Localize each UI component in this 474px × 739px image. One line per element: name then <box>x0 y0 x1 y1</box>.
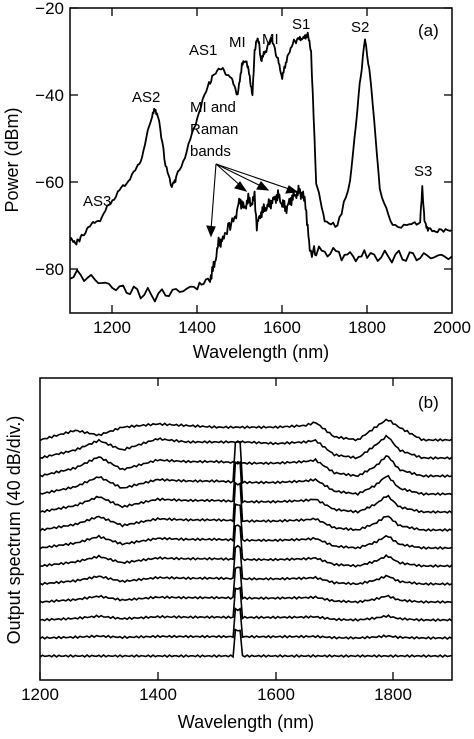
panel-a-xlabel: Wavelength (nm) <box>193 342 329 362</box>
annotation-arrows <box>206 163 299 238</box>
panel-b-xtick-1800: 1800 <box>374 685 412 704</box>
annotation-as1: AS1 <box>189 42 217 59</box>
panel-b-spectrum-11 <box>39 586 453 623</box>
panel-b-frame <box>39 377 453 681</box>
panel-b-spectrum-8 <box>39 524 453 568</box>
panel-b-spectrum-12 <box>39 607 453 641</box>
panel-a-series-upper <box>69 31 453 246</box>
panel-a-ytick-neg80: −80 <box>35 260 64 279</box>
panel-a-label: (a) <box>418 21 439 40</box>
annotation-as3: AS3 <box>83 193 111 210</box>
panel-a: 1200 1400 1600 1800 2000 −80 −60 −40 −20… <box>2 0 471 362</box>
panel-b-spectrum-2 <box>39 434 453 461</box>
panel-a-xtick-1600: 1600 <box>263 318 301 337</box>
panel-b-xtick-1600: 1600 <box>257 685 295 704</box>
panel-a-xtick-1800: 1800 <box>348 318 386 337</box>
panel-a-series-lower <box>69 184 453 303</box>
panel-a-ytick-neg20: −20 <box>35 0 64 18</box>
panel-b-spectrum-7 <box>39 503 453 550</box>
annotation-s3: S3 <box>414 163 432 180</box>
panel-b-series-group <box>39 418 453 659</box>
panel-a-ticks <box>70 7 452 313</box>
panel-b-spectrum-13 <box>39 628 453 659</box>
panel-a-xtick-1200: 1200 <box>93 318 131 337</box>
annotation-as2: AS2 <box>132 89 160 106</box>
panel-b-ticks <box>39 378 394 680</box>
panel-a-ytick-neg40: −40 <box>35 86 64 105</box>
panel-a-ytick-neg60: −60 <box>35 173 64 192</box>
annotation-s1: S1 <box>292 16 310 33</box>
panel-a-frame <box>69 7 453 314</box>
annotation-mi-2: MI <box>262 31 279 48</box>
annotation-mi-raman-line3: bands <box>190 143 231 160</box>
annotation-mi-1: MI <box>229 34 246 51</box>
panel-b-ylabel: Output spectrum (40 dB/div.) <box>4 416 24 645</box>
panel-b-spectrum-3 <box>39 454 453 479</box>
panel-b-spectrum-10 <box>39 566 453 604</box>
panel-b-spectrum-4 <box>39 440 453 497</box>
annotation-mi-raman-line2: Raman <box>190 121 238 138</box>
panel-b-xtick-1400: 1400 <box>139 685 177 704</box>
panel-b-xtick-1200: 1200 <box>21 685 59 704</box>
panel-b-xlabel: Wavelength (nm) <box>178 712 314 732</box>
panel-b-spectrum-9 <box>39 544 453 586</box>
panel-a-xtick-1400: 1400 <box>178 318 216 337</box>
panel-b-spectrum-6 <box>39 481 453 532</box>
panel-b-spectrum-1 <box>39 418 453 442</box>
panel-a-ylabel: Power (dBm) <box>2 107 22 212</box>
annotation-mi-raman-line1: MI and <box>190 99 236 116</box>
panel-b: 1200 1400 1600 1800 Wavelength (nm) Outp… <box>4 377 453 732</box>
annotation-s2: S2 <box>351 19 369 36</box>
panel-a-xtick-2000: 2000 <box>433 318 471 337</box>
panel-b-spectrum-5 <box>39 460 453 514</box>
panel-b-label: (b) <box>418 393 439 412</box>
